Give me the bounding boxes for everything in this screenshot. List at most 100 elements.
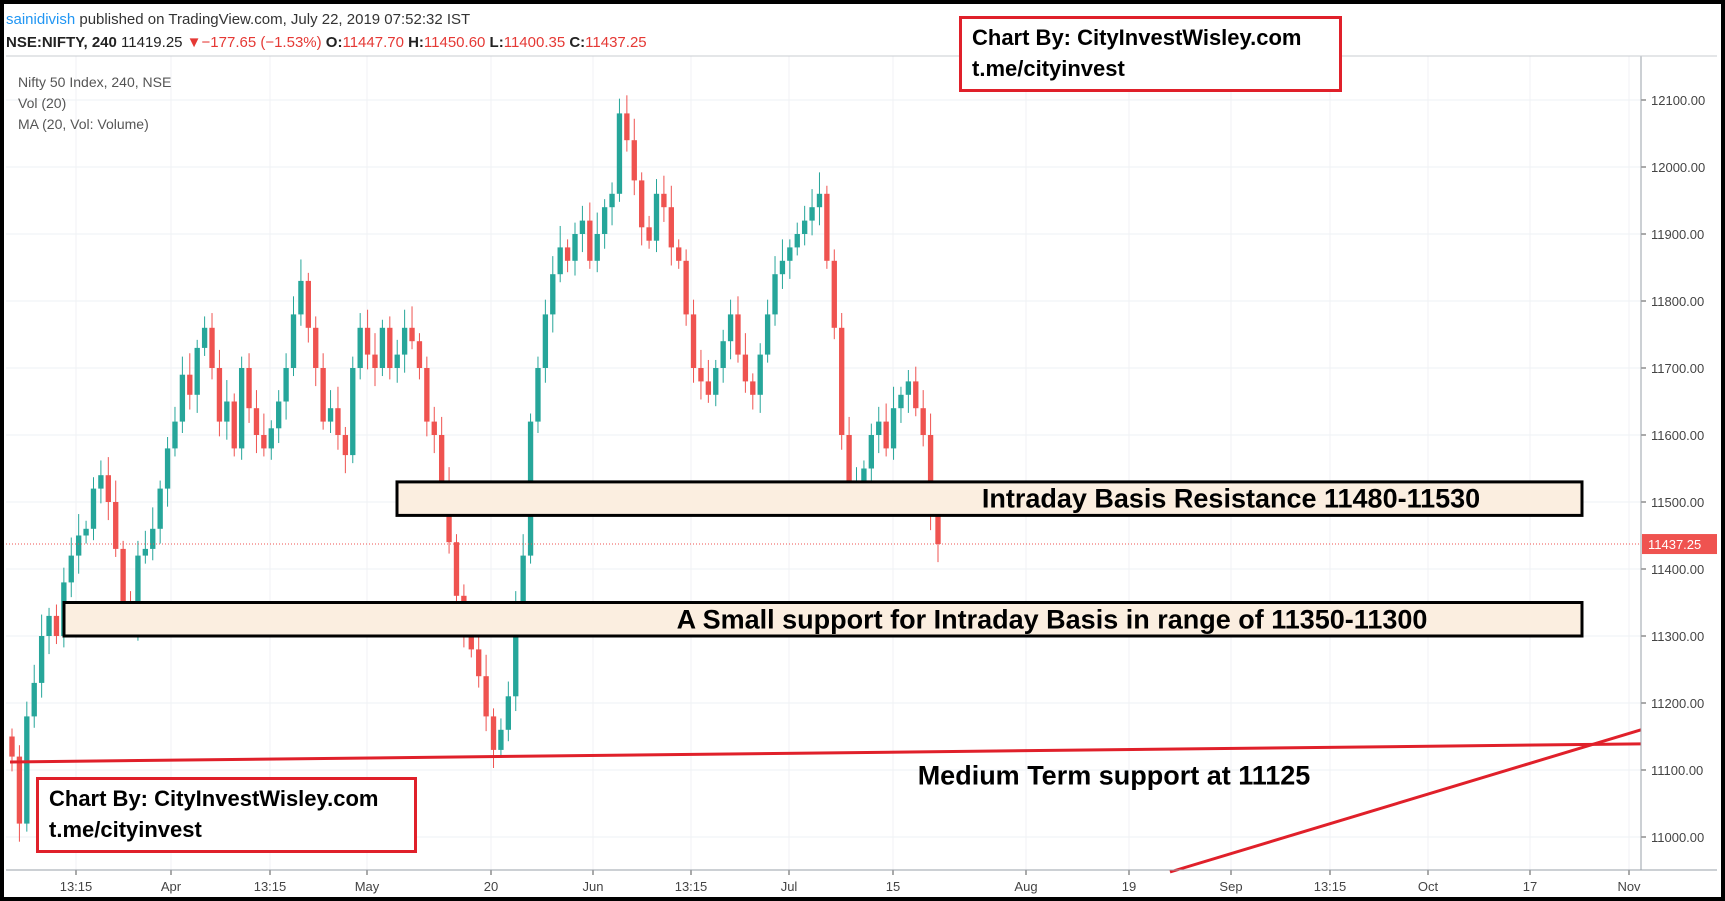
candle-body: [320, 368, 326, 422]
x-tick-label: Oct: [1418, 879, 1439, 894]
y-tick-label: 11100.00: [1651, 763, 1703, 778]
candle-body: [290, 314, 297, 368]
watermark-telegram: t.me/cityinvest: [49, 817, 202, 842]
candle-body: [150, 528, 156, 549]
candle-body: [735, 314, 741, 355]
x-tick-label: 13:15: [60, 879, 93, 894]
candle-body: [676, 247, 682, 261]
legend-series: Nifty 50 Index, 240, NSE: [18, 74, 171, 90]
candle-body: [898, 394, 904, 409]
candle-body: [283, 368, 289, 402]
candle-body: [135, 555, 141, 623]
candle-body: [120, 548, 126, 603]
close-label: C:: [569, 34, 586, 51]
last-price-label-bg: [1642, 534, 1717, 555]
candle-body: [276, 401, 282, 429]
candle-body: [883, 421, 889, 449]
candle-body: [76, 535, 82, 556]
medium-term-support-line: [9, 742, 1642, 764]
y-tick-label: 11700.00: [1651, 361, 1704, 376]
candle-body: [935, 515, 941, 545]
candle-body: [698, 368, 704, 382]
candle-body: [98, 475, 104, 489]
candle-body: [179, 374, 186, 422]
candle-body: [750, 381, 756, 395]
candle-body: [38, 636, 45, 683]
x-tick-label: 20: [484, 879, 498, 894]
candle-body: [83, 528, 89, 536]
rising-trendline: [1169, 728, 1642, 874]
y-tick-label: 11900.00: [1651, 227, 1704, 242]
x-tick-label: Apr: [161, 879, 182, 894]
candle-body: [305, 280, 311, 328]
candle-body: [794, 234, 800, 248]
candle-body: [579, 220, 586, 234]
publish-date: published on TradingView.com, July 22, 2…: [79, 11, 471, 28]
x-tick-label: Sep: [1219, 879, 1242, 894]
symbol-label: NSE:NIFTY, 240: [6, 34, 117, 51]
candle-body: [172, 421, 178, 449]
candle-body: [720, 341, 726, 368]
candle-body: [372, 354, 378, 368]
candle-body: [705, 381, 712, 395]
down-arrow-icon: ▼: [186, 34, 202, 51]
candle-body: [142, 548, 149, 556]
x-tick-label: 19: [1122, 879, 1136, 894]
candle-body: [327, 408, 334, 422]
candle-body: [68, 555, 74, 583]
candle-body: [831, 260, 837, 328]
candle-body: [424, 368, 430, 422]
candle-body: [105, 475, 111, 502]
candle-body: [683, 260, 689, 315]
high-label: H:: [408, 34, 424, 51]
y-tick-label: 11400.00: [1651, 562, 1704, 577]
candle-body: [876, 421, 882, 435]
candle-body: [572, 234, 578, 261]
candle-body: [927, 435, 934, 516]
x-tick-label: 13:15: [675, 879, 708, 894]
candle-body: [764, 314, 771, 355]
candle-body: [713, 368, 719, 395]
candle-body: [498, 729, 504, 750]
candle-body: [357, 327, 363, 368]
y-tick-label: 12000.00: [1651, 160, 1705, 175]
x-tick-label: 17: [1523, 879, 1537, 894]
candle-body: [268, 428, 274, 449]
candle-body: [594, 234, 600, 261]
price-change: −177.65 (−1.53%): [201, 34, 322, 51]
candle-body: [520, 555, 526, 610]
candle-body: [913, 381, 919, 409]
candle-body: [313, 327, 319, 368]
author-link[interactable]: sainidivish: [6, 11, 76, 28]
candle-body: [298, 280, 304, 315]
candle-body: [53, 615, 60, 636]
publish-info: sainidivish published on TradingView.com…: [6, 11, 470, 28]
candle-body: [690, 314, 697, 368]
candle-body: [661, 193, 667, 208]
candle-body: [587, 220, 593, 261]
resistance-zone: [395, 480, 1584, 517]
legend-volume: Vol (20): [18, 95, 66, 111]
watermark-telegram: t.me/cityinvest: [972, 56, 1125, 81]
candle-body: [438, 435, 445, 489]
candle-body: [824, 193, 830, 261]
y-tick-label: 11600.00: [1651, 428, 1704, 443]
x-tick-label: Aug: [1014, 879, 1037, 894]
candle-body: [342, 435, 349, 456]
candle-body: [394, 354, 400, 368]
candle-body: [416, 341, 423, 368]
candle-body: [476, 649, 482, 677]
candle-body: [513, 609, 519, 697]
candle-body: [164, 448, 171, 489]
candle-body: [846, 435, 852, 489]
candle-body: [809, 207, 815, 221]
annotation-lines: [6, 543, 1642, 874]
candle-body: [727, 314, 734, 342]
small-support-zone: [62, 601, 1584, 638]
candle-body: [920, 408, 926, 435]
high-value: 11450.60: [423, 34, 486, 51]
price-chart: 12100.00 12000.00 11900.00 11800.00 11700.00…: [6, 55, 1717, 894]
candle-body: [350, 368, 356, 456]
small-support-zone-label: A Small support for Intraday Basis in ra…: [677, 604, 1428, 634]
